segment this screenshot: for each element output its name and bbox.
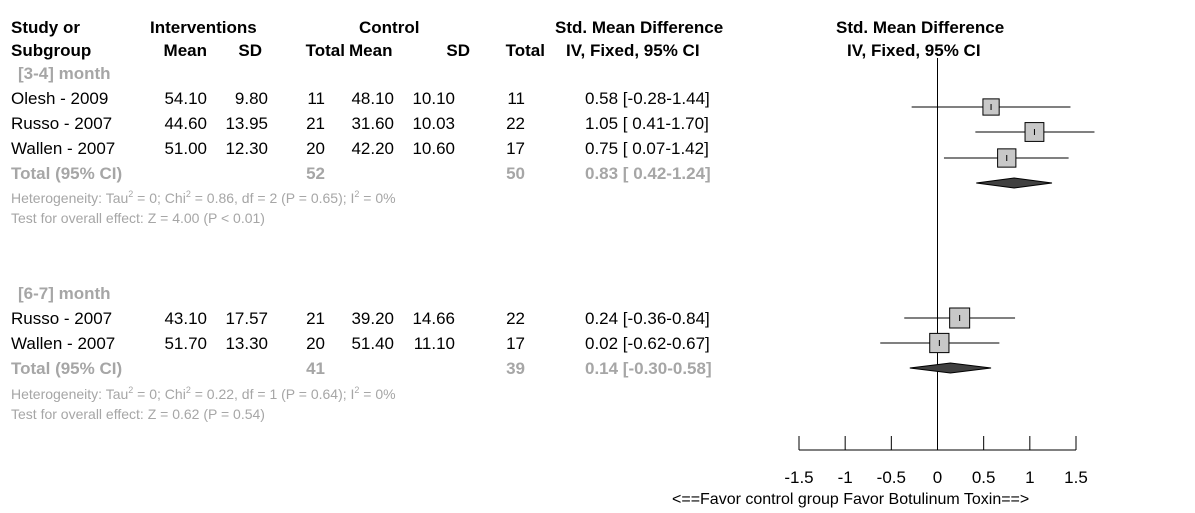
pooled-diamond [910, 363, 991, 373]
x-tick-label: 1.5 [1064, 468, 1088, 487]
x-tick-label: -0.5 [877, 468, 906, 487]
x-tick-label: 0.5 [972, 468, 996, 487]
x-tick-label: 0 [933, 468, 942, 487]
x-tick-label: -1.5 [784, 468, 813, 487]
x-tick-label: -1 [838, 468, 853, 487]
axis-favor-note: <==Favor control group Favor Botulinum T… [672, 490, 1029, 510]
pooled-diamond [976, 178, 1052, 188]
x-tick-label: 1 [1025, 468, 1034, 487]
